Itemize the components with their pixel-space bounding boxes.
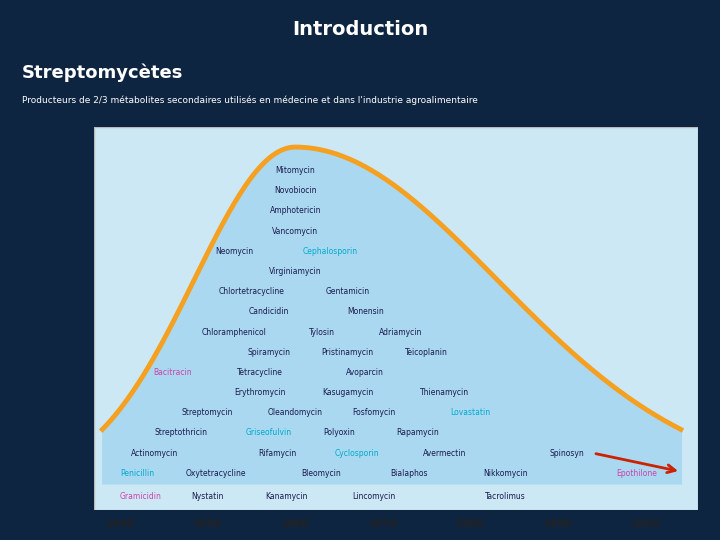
Text: Lovastatin: Lovastatin bbox=[451, 408, 490, 417]
Text: Griseofulvin: Griseofulvin bbox=[246, 428, 292, 437]
Text: Nikkomycin: Nikkomycin bbox=[483, 469, 528, 478]
Text: Bleomycin: Bleomycin bbox=[302, 469, 341, 478]
Text: Kasugamycin: Kasugamycin bbox=[322, 388, 374, 397]
Text: Polyoxin: Polyoxin bbox=[323, 428, 355, 437]
Text: Neomycin: Neomycin bbox=[215, 247, 253, 256]
Text: Teicoplanin: Teicoplanin bbox=[405, 348, 448, 357]
Text: Gentamicin: Gentamicin bbox=[325, 287, 370, 296]
Text: Rifamycin: Rifamycin bbox=[258, 449, 297, 457]
Text: Adriamycin: Adriamycin bbox=[379, 328, 422, 336]
Text: Penicillin: Penicillin bbox=[120, 469, 154, 478]
Text: Bialaphos: Bialaphos bbox=[390, 469, 428, 478]
Text: Erythromycin: Erythromycin bbox=[235, 388, 286, 397]
Text: Chlortetracycline: Chlortetracycline bbox=[218, 287, 284, 296]
Text: Spiramycin: Spiramycin bbox=[248, 348, 290, 357]
Text: Lincomycin: Lincomycin bbox=[353, 492, 396, 501]
Text: Cephalosporin: Cephalosporin bbox=[302, 247, 358, 256]
Text: Oxytetracycline: Oxytetracycline bbox=[186, 469, 246, 478]
Text: Cyclosporin: Cyclosporin bbox=[334, 449, 379, 457]
Text: Avoparcin: Avoparcin bbox=[346, 368, 384, 377]
Text: Thienamycin: Thienamycin bbox=[420, 388, 469, 397]
Text: Kanamycin: Kanamycin bbox=[265, 492, 307, 501]
Text: Tacrolimus: Tacrolimus bbox=[485, 492, 526, 501]
Text: Mitomycin: Mitomycin bbox=[275, 166, 315, 175]
Text: Streptomycin: Streptomycin bbox=[182, 408, 233, 417]
Text: Introduction: Introduction bbox=[292, 20, 428, 39]
Text: Novobiocin: Novobiocin bbox=[274, 186, 317, 195]
Text: Vancomycin: Vancomycin bbox=[272, 227, 318, 235]
Text: Tylosin: Tylosin bbox=[308, 328, 335, 336]
Text: Rapamycin: Rapamycin bbox=[397, 428, 439, 437]
Text: Bacitracin: Bacitracin bbox=[153, 368, 192, 377]
Text: Nystatin: Nystatin bbox=[192, 492, 224, 501]
Text: Actinomycin: Actinomycin bbox=[131, 449, 179, 457]
Text: Virginiamycin: Virginiamycin bbox=[269, 267, 322, 276]
Text: Monensin: Monensin bbox=[347, 307, 384, 316]
Text: Chloramphenicol: Chloramphenicol bbox=[202, 328, 266, 336]
Text: Streptomycètes: Streptomycètes bbox=[22, 64, 183, 82]
Text: Gramicidin: Gramicidin bbox=[120, 492, 162, 501]
Text: Candicidin: Candicidin bbox=[248, 307, 289, 316]
Text: Pristinamycin: Pristinamycin bbox=[322, 348, 374, 357]
Text: Tetracycline: Tetracycline bbox=[237, 368, 283, 377]
Text: Fosfomycin: Fosfomycin bbox=[353, 408, 396, 417]
Text: Producteurs de 2/3 métabolites secondaires utilisés en médecine et dans l'indust: Producteurs de 2/3 métabolites secondair… bbox=[22, 95, 477, 105]
Text: Avermectin: Avermectin bbox=[423, 449, 466, 457]
Text: Spinosyn: Spinosyn bbox=[549, 449, 585, 457]
Text: Oleandomycin: Oleandomycin bbox=[268, 408, 323, 417]
Text: Amphotericin: Amphotericin bbox=[269, 206, 321, 215]
Text: Epothilone: Epothilone bbox=[616, 469, 657, 478]
Text: Streptothricin: Streptothricin bbox=[155, 428, 208, 437]
